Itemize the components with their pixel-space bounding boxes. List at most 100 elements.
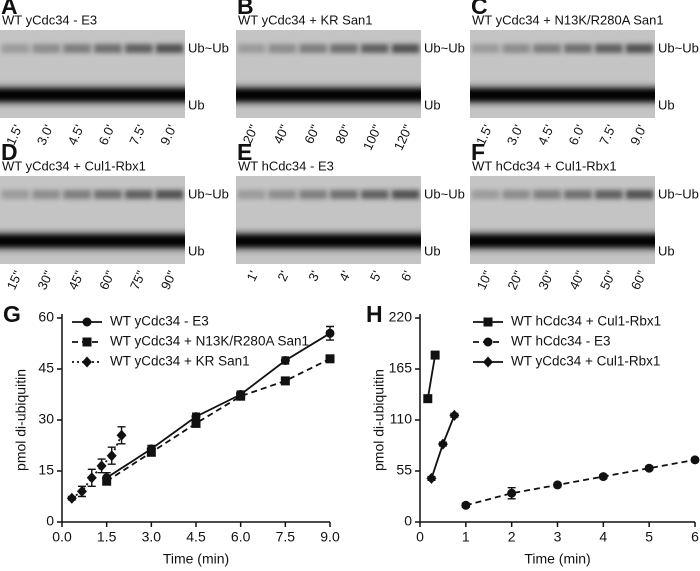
y-tick-label: 15	[38, 462, 54, 478]
data-point	[690, 455, 700, 465]
upper-band	[594, 44, 623, 53]
band-label: Ub	[658, 243, 675, 258]
upper-band	[594, 190, 623, 199]
band-label: Ub~Ub	[188, 186, 229, 201]
panel-letter: G	[3, 301, 21, 327]
band-label: Ub	[188, 97, 205, 112]
lane-label: 40"	[566, 268, 588, 292]
upper-band	[299, 44, 327, 53]
lane-label: 5'	[367, 268, 385, 283]
x-tick-label: 3.0	[142, 529, 162, 545]
lower-band-core	[470, 237, 655, 245]
lane-label: 9.0'	[157, 122, 179, 147]
gel-background	[236, 30, 421, 118]
y-tick-label: 60	[38, 309, 54, 325]
gel-background	[0, 176, 185, 264]
x-tick-label: 4	[599, 529, 607, 545]
data-point	[76, 485, 87, 497]
upper-band	[625, 44, 654, 53]
upper-band	[124, 190, 153, 199]
lane-label: 4.5'	[65, 122, 87, 147]
upper-band	[63, 190, 91, 199]
lane-label: 20"	[504, 268, 526, 292]
y-tick-label: 220	[389, 309, 413, 325]
data-point	[102, 476, 112, 486]
upper-band	[564, 190, 592, 199]
data-point	[146, 447, 156, 457]
data-point	[96, 460, 107, 472]
x-tick-label: 1	[462, 529, 470, 545]
lower-band-core	[470, 91, 655, 99]
data-point	[280, 376, 290, 386]
panel-letter: A	[1, 0, 18, 19]
upper-band	[502, 44, 531, 53]
lane-label: 2'	[274, 268, 292, 283]
panel-title: WT yCdc34 + Cul1-Rbx1	[2, 158, 146, 173]
band-label: Ub~Ub	[188, 40, 229, 55]
series-line	[71, 434, 123, 499]
upper-band	[330, 44, 358, 53]
data-point	[507, 488, 517, 498]
x-tick-label: 0.0	[52, 529, 72, 545]
data-point	[483, 356, 493, 368]
lane-label: 7.5'	[126, 122, 148, 147]
data-point	[236, 391, 246, 401]
upper-band	[471, 44, 500, 53]
upper-band	[502, 190, 531, 199]
panel-letter: H	[366, 301, 383, 327]
lower-band-core	[0, 237, 185, 245]
upper-band	[360, 44, 389, 53]
panel-letter: E	[237, 139, 252, 165]
panel-title: WT yCdc34 - E3	[2, 12, 97, 27]
lane-label: 4'	[336, 268, 354, 283]
data-point	[66, 492, 77, 504]
band-label: Ub	[424, 243, 441, 258]
x-tick-label: 1.5	[97, 529, 117, 545]
legend-label: WT yCdc34 - E3	[110, 314, 209, 329]
data-point	[116, 429, 127, 441]
upper-band	[63, 44, 91, 53]
lower-band-core	[236, 237, 421, 245]
lane-label: 80"	[332, 122, 354, 146]
data-point	[325, 354, 335, 364]
gel-image	[236, 176, 421, 264]
data-point	[82, 337, 92, 347]
upper-band	[237, 190, 266, 199]
panel-title: WT hCdc34 + Cul1-Rbx1	[472, 158, 617, 173]
upper-band	[533, 44, 561, 53]
gel-image	[470, 30, 655, 118]
lane-label: 6.0'	[95, 122, 117, 147]
legend-label: WT yCdc34 + N13K/R280A San1	[110, 334, 309, 349]
x-tick-label: 5	[645, 529, 653, 545]
lane-label: 40"	[270, 122, 292, 146]
x-tick-label: 7.5	[276, 529, 296, 545]
panel-title: WT yCdc34 + KR San1	[238, 12, 373, 27]
lane-label: 75"	[127, 268, 149, 292]
y-tick-label: 110	[390, 411, 413, 427]
lane-label: 60"	[301, 122, 323, 146]
band-label: Ub~Ub	[424, 40, 465, 55]
data-point	[553, 480, 562, 490]
upper-band	[564, 44, 592, 53]
data-point	[82, 317, 92, 327]
lane-label: 30"	[34, 268, 56, 292]
series-line	[465, 458, 696, 507]
gel-image	[0, 30, 185, 118]
lane-label: 20"	[240, 122, 262, 146]
panel-title: WT yCdc34 + N13K/R280A San1	[472, 12, 664, 27]
x-axis-label: Time (min)	[163, 551, 229, 567]
band-label: Ub~Ub	[424, 186, 465, 201]
x-tick-label: 6	[691, 529, 699, 545]
y-tick-label: 55	[396, 462, 412, 478]
lane-label: 15"	[4, 268, 26, 292]
upper-band	[471, 190, 500, 199]
lane-label: 120"	[391, 122, 416, 153]
y-tick-label: 0	[46, 513, 54, 529]
panel-letter: F	[471, 139, 485, 165]
upper-band	[1, 44, 30, 53]
gel-image	[0, 176, 185, 264]
upper-band	[330, 190, 358, 199]
x-axis-label: Time (min)	[524, 551, 590, 567]
upper-band	[533, 190, 561, 199]
upper-band	[391, 44, 420, 53]
